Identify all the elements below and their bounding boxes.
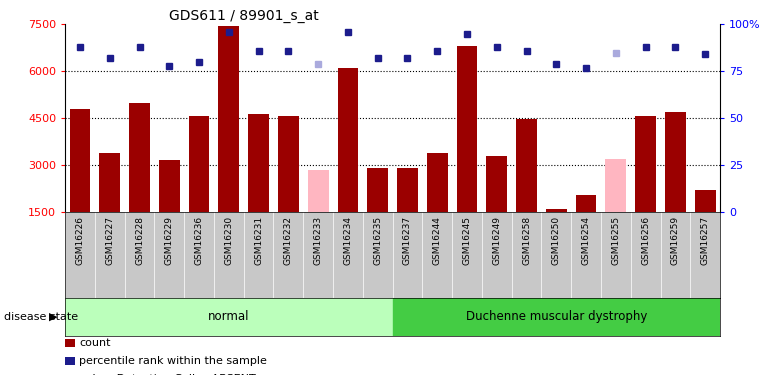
Text: GDS611 / 89901_s_at: GDS611 / 89901_s_at — [169, 9, 318, 23]
Text: GSM16250: GSM16250 — [552, 216, 561, 266]
Bar — [278, 116, 299, 212]
Bar — [100, 153, 120, 212]
Bar — [308, 170, 329, 212]
Text: percentile rank within the sample: percentile rank within the sample — [79, 356, 267, 366]
Bar — [159, 160, 180, 212]
Bar — [605, 159, 627, 212]
Text: GSM16229: GSM16229 — [165, 216, 174, 265]
Bar — [65, 298, 392, 336]
Bar — [486, 156, 507, 212]
Text: GSM16231: GSM16231 — [254, 216, 263, 266]
Text: GSM16256: GSM16256 — [641, 216, 650, 266]
Bar — [188, 116, 209, 212]
Text: normal: normal — [208, 310, 250, 323]
Text: GSM16255: GSM16255 — [611, 216, 620, 266]
Text: GSM16254: GSM16254 — [581, 216, 591, 265]
Text: count: count — [79, 338, 110, 348]
Text: GSM16234: GSM16234 — [343, 216, 352, 265]
Bar — [576, 195, 597, 212]
Bar — [695, 190, 715, 212]
Text: GSM16235: GSM16235 — [373, 216, 382, 266]
Text: GSM16230: GSM16230 — [224, 216, 234, 266]
Bar — [248, 114, 269, 212]
Text: GSM16259: GSM16259 — [671, 216, 680, 266]
Text: GSM16236: GSM16236 — [195, 216, 204, 266]
Text: GSM16227: GSM16227 — [105, 216, 114, 265]
Bar — [70, 109, 90, 212]
Bar — [516, 119, 537, 212]
Text: GSM16258: GSM16258 — [522, 216, 531, 266]
Bar — [367, 168, 388, 212]
Text: GSM16245: GSM16245 — [463, 216, 472, 265]
Bar — [397, 168, 418, 212]
Bar — [635, 116, 656, 212]
Bar — [218, 26, 239, 212]
Bar — [665, 112, 686, 212]
Text: value, Detection Call = ABSENT: value, Detection Call = ABSENT — [79, 374, 256, 375]
Text: Duchenne muscular dystrophy: Duchenne muscular dystrophy — [466, 310, 647, 323]
Text: GSM16226: GSM16226 — [76, 216, 84, 265]
Bar — [338, 68, 358, 212]
Bar — [129, 102, 150, 212]
Bar — [392, 298, 720, 336]
Bar — [457, 46, 477, 212]
Text: GSM16237: GSM16237 — [403, 216, 412, 266]
Bar — [427, 153, 447, 212]
Text: GSM16249: GSM16249 — [493, 216, 501, 265]
Text: GSM16257: GSM16257 — [701, 216, 709, 266]
Bar — [546, 209, 567, 212]
Text: disease state: disease state — [4, 312, 78, 322]
Text: GSM16232: GSM16232 — [284, 216, 293, 265]
Text: ▶: ▶ — [49, 312, 57, 322]
Text: GSM16244: GSM16244 — [433, 216, 442, 265]
Text: GSM16228: GSM16228 — [135, 216, 144, 265]
Text: GSM16233: GSM16233 — [313, 216, 322, 266]
